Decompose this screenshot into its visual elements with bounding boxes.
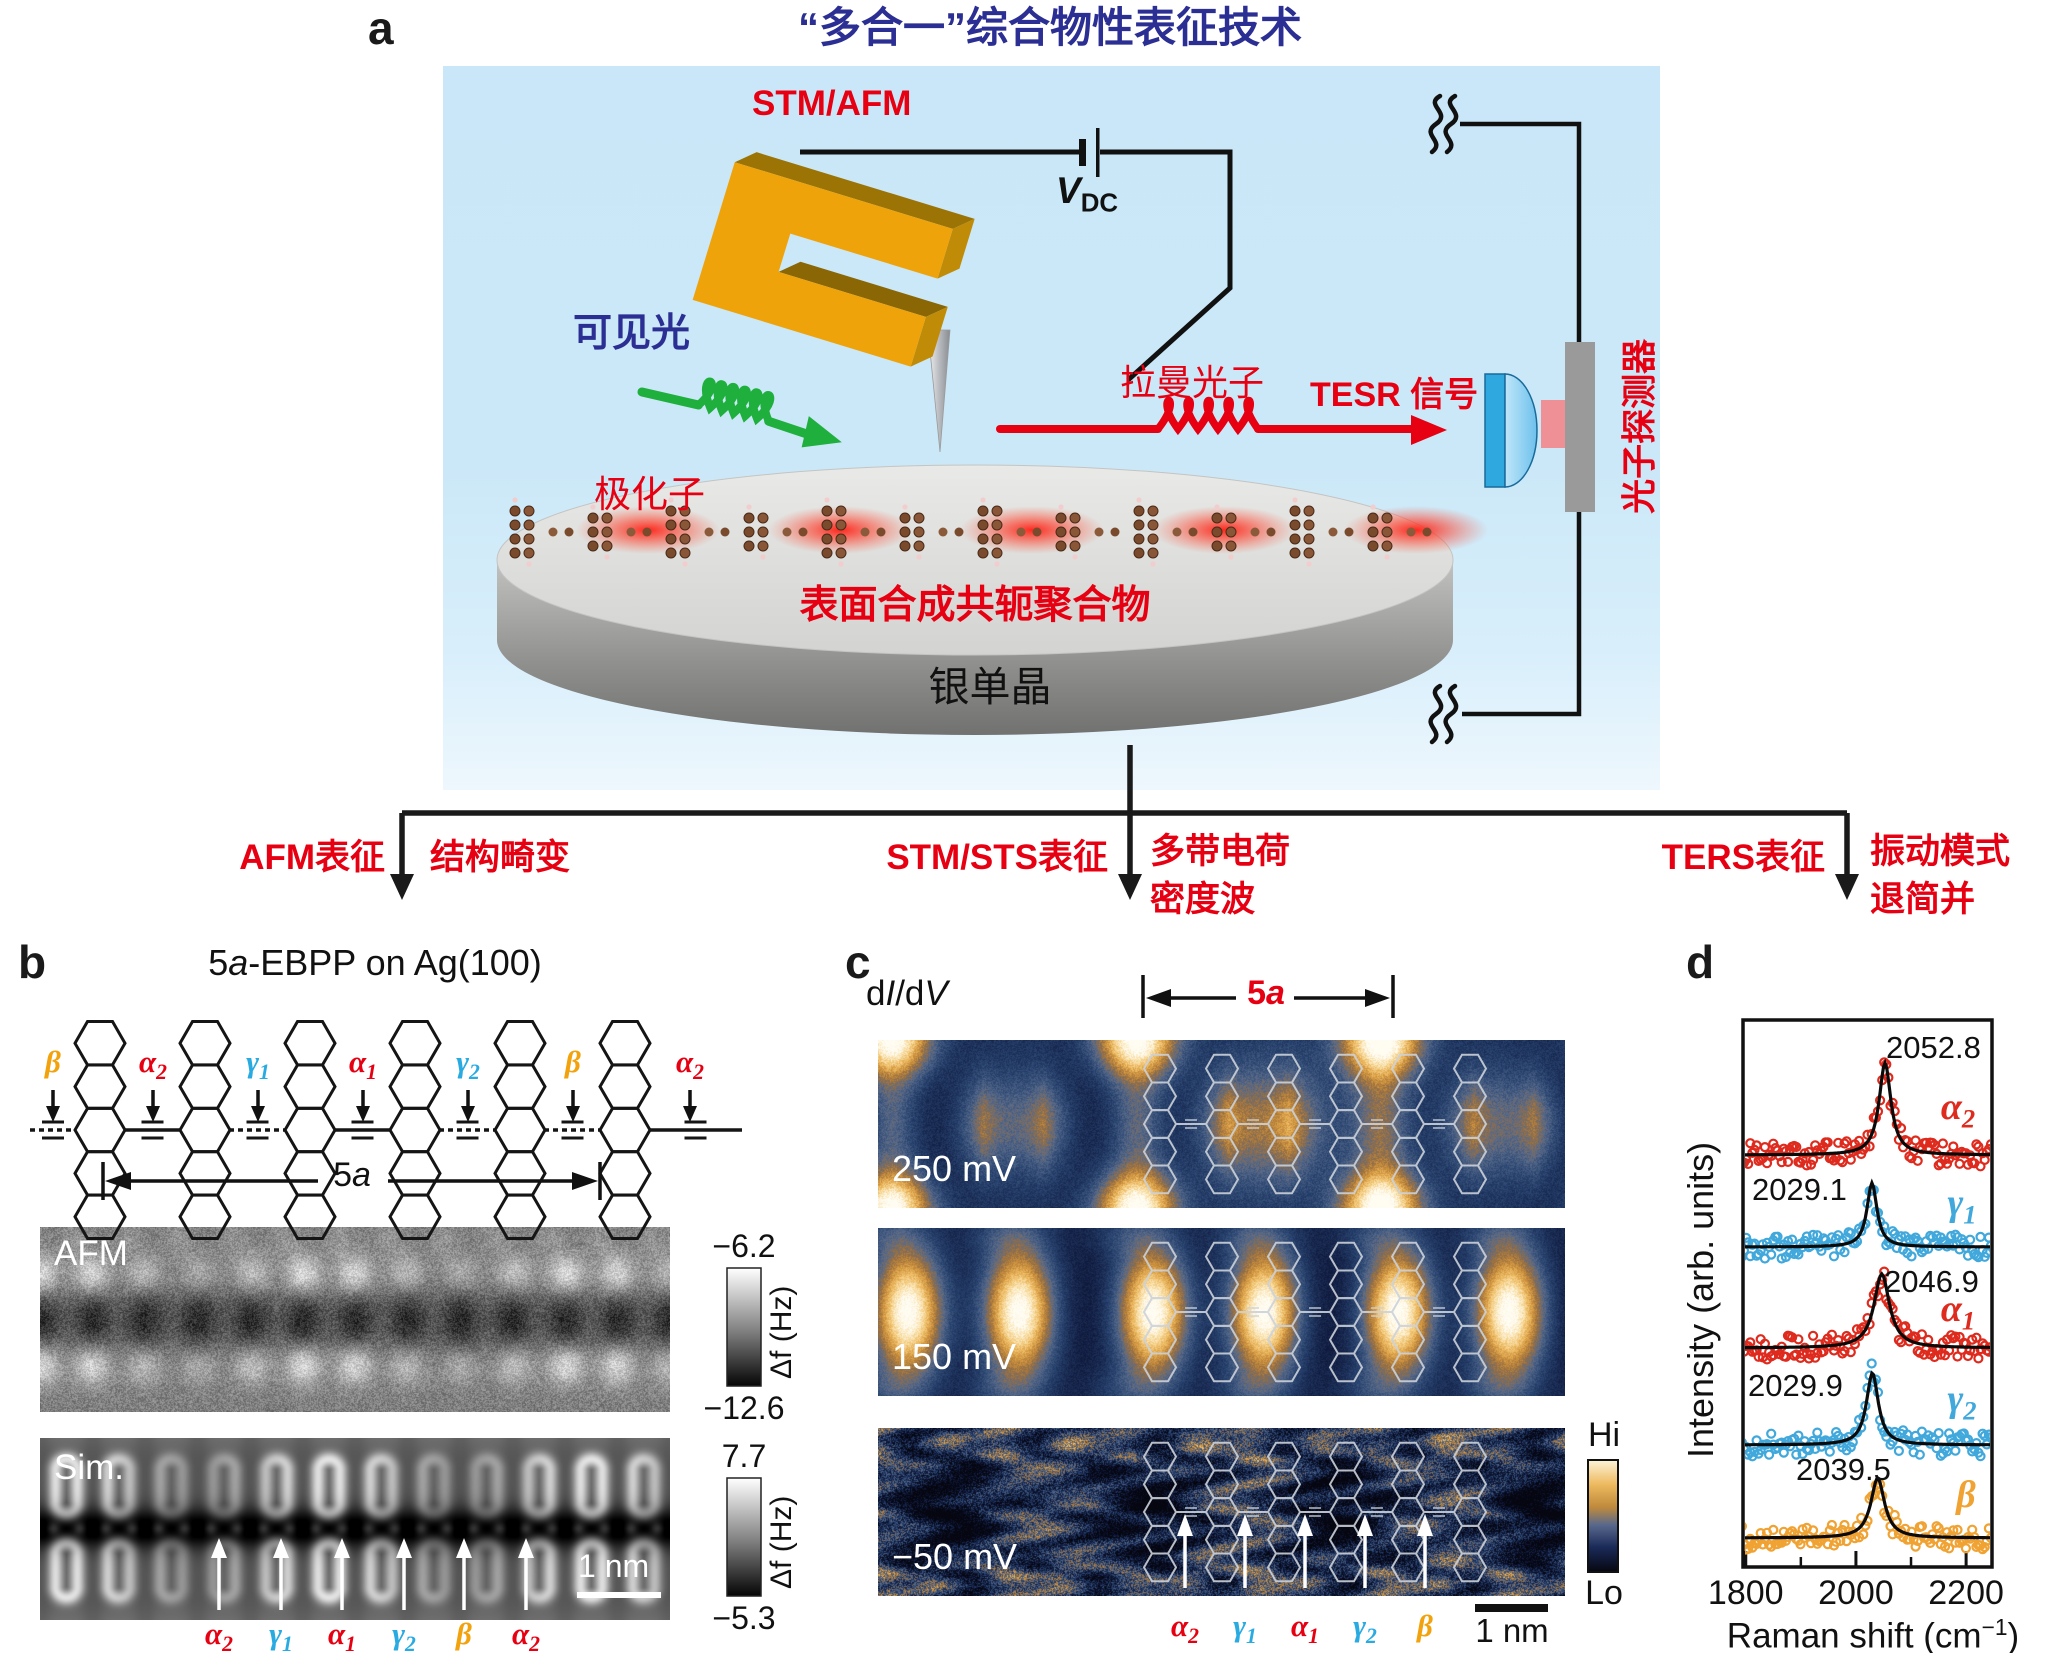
peak-label-α2: 2052.8: [1886, 1030, 1981, 1065]
site-label-c-1: γ1: [1233, 1608, 1257, 1649]
vdc-subscript: DC: [1080, 189, 1119, 218]
vdc-label: VDC: [1056, 170, 1119, 218]
sts-scalebar-label: 1 nm: [1475, 1612, 1549, 1649]
bias-150mv: 150 mV: [892, 1336, 1017, 1377]
sim-colorbar: [726, 1477, 762, 1597]
site-label-c-4: β: [1417, 1608, 1433, 1643]
raman-tick-2000: 2000: [1818, 1574, 1894, 1612]
afm-colorbar: [726, 1267, 762, 1387]
panel-d-label: d: [1686, 936, 1715, 988]
colorbar-hi-label: Hi: [1587, 1416, 1621, 1454]
sim-scalebar-label: 1 nm: [578, 1548, 650, 1584]
site-label-b-top-0: β: [45, 1044, 61, 1079]
site-label-b-bottom-1: γ1: [269, 1616, 293, 1653]
span-5a-label-c: 5a: [1247, 974, 1285, 1012]
polymer-label: 表面合成共轭聚合物: [799, 584, 1151, 627]
site-label-b-bottom-3: γ2: [392, 1616, 416, 1653]
panel-a-label: a: [368, 2, 394, 54]
site-label-b-top-1: α2: [139, 1044, 167, 1085]
site-arrows-b: [46, 1090, 697, 1122]
site-label-b-top-4: γ2: [456, 1044, 480, 1085]
polaron-label: 极化子: [594, 474, 705, 515]
sts-scalebar: [1475, 1604, 1548, 1612]
branch-afm-method: AFM表征: [239, 838, 385, 877]
branch-sts-method: STM/STS表征: [886, 838, 1108, 877]
silver-crystal-label: 银单晶: [928, 664, 1052, 710]
peak-label-γ2: 2029.9: [1748, 1368, 1843, 1403]
site-label-c-2: α1: [1291, 1608, 1319, 1649]
branch-sts-result-line1: 多带电荷: [1150, 832, 1291, 871]
site-label-b-bottom-2: α1: [328, 1616, 356, 1653]
raman-x-axis-label: Raman shift (cm−1): [1726, 1614, 2020, 1653]
site-label-b-bottom-4: β: [456, 1616, 472, 1651]
sim-scale-max: 7.7: [721, 1438, 767, 1474]
site-label-c-0: α2: [1171, 1608, 1199, 1649]
branch-ters-result-line1: 振动模式: [1870, 832, 2011, 871]
visible-light-label: 可见光: [573, 312, 691, 355]
afm-simulation-image: [40, 1438, 670, 1620]
span-5a-label-b: 5a: [333, 1156, 371, 1194]
peak-label-γ1: 2029.1: [1752, 1172, 1847, 1207]
raman-y-axis-label: Intensity (arb. units): [1680, 1141, 1721, 1459]
afm-image: [40, 1227, 670, 1412]
sim-scale-min: −5.3: [712, 1600, 776, 1636]
branch-ters-method: TERS表征: [1661, 838, 1825, 877]
raman-tick-2200: 2200: [1928, 1574, 2004, 1612]
series-label-β: β: [1956, 1474, 1976, 1516]
site-label-b-top-2: γ1: [246, 1044, 270, 1085]
site-label-b-top-5: β: [565, 1044, 581, 1079]
raman-photon-label: 拉曼光子: [1120, 362, 1265, 403]
vdc-symbol: V: [1056, 170, 1081, 211]
colorbar-lo-label: Lo: [1585, 1574, 1623, 1612]
photon-detector-label: 光子探测器: [1620, 338, 1660, 514]
branch-sts-result-line2: 密度波: [1150, 880, 1256, 919]
branch-ters-result-line2: 退简并: [1870, 880, 1976, 919]
sim-scale-unit: Δf (Hz): [765, 1495, 798, 1589]
series-label-γ1: γ1: [1947, 1182, 1977, 1230]
site-label-b-bottom-5: α2: [512, 1616, 540, 1653]
series-label-α1: α1: [1940, 1288, 1976, 1336]
didv-label: dI/dV: [866, 974, 948, 1013]
afm-image-label: AFM: [54, 1234, 128, 1273]
raman-tick-1800: 1800: [1707, 1574, 1784, 1612]
bias-250mv: 250 mV: [892, 1148, 1017, 1189]
afm-scale-min: −12.6: [703, 1390, 785, 1426]
bias-minus50mv: −50 mV: [892, 1536, 1018, 1577]
afm-scale-unit: Δf (Hz): [765, 1285, 798, 1379]
site-label-b-top-6: α2: [676, 1044, 704, 1085]
tesr-signal-label: TESR 信号: [1310, 376, 1479, 414]
peak-label-β: 2039.5: [1796, 1452, 1891, 1487]
series-label-α2: α2: [1940, 1086, 1976, 1134]
sim-image-label: Sim.: [54, 1448, 124, 1487]
panel-b-title: 5a-EBPP on Ag(100): [208, 942, 542, 983]
site-label-c-3: γ2: [1353, 1608, 1377, 1649]
panel-b-label: b: [18, 936, 47, 988]
panel-c-label: c: [845, 936, 871, 988]
sts-colorbar: [1587, 1459, 1619, 1573]
afm-scale-max: −6.2: [712, 1228, 776, 1264]
figure-title: “多合一”综合物性表征技术: [797, 4, 1302, 51]
peak-label-α1: 2046.9: [1884, 1264, 1979, 1299]
series-label-γ2: γ2: [1947, 1378, 1977, 1426]
branch-afm-result: 结构畸变: [430, 838, 571, 877]
site-label-b-bottom-0: α2: [205, 1616, 233, 1653]
stm-afm-label: STM/AFM: [752, 84, 912, 123]
site-label-b-top-3: α1: [349, 1044, 377, 1085]
